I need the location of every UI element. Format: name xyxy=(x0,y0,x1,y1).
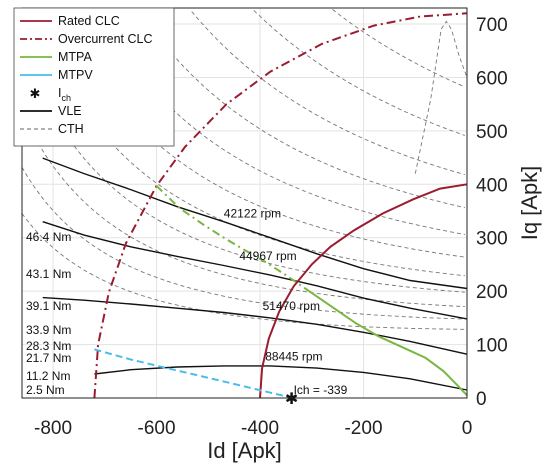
vle-curve xyxy=(42,221,468,320)
legend-box xyxy=(13,7,175,147)
torque-label: 43.1 Nm xyxy=(26,267,71,281)
torque-label: 28.3 Nm xyxy=(26,339,71,353)
cth-curve xyxy=(21,47,465,293)
ich-marker: ✱Ich = -339 xyxy=(285,383,348,408)
y-tick-label: 300 xyxy=(476,229,508,250)
torque-label: 21.7 Nm xyxy=(26,351,71,365)
ich-label: Ich = -339 xyxy=(294,383,348,397)
cth-curve xyxy=(21,111,465,308)
vle-curve xyxy=(42,157,468,290)
plot-frame xyxy=(21,7,468,399)
legend-marker: ✱ xyxy=(30,87,41,102)
series-lines xyxy=(93,12,468,399)
x-tick-label: -800 xyxy=(34,418,72,439)
cth-curve xyxy=(62,12,465,258)
torque-label: 11.2 Nm xyxy=(26,369,70,383)
cth-curve xyxy=(21,167,465,320)
legend-label: MTPA xyxy=(58,50,92,64)
y-tick-label: 700 xyxy=(476,15,508,36)
legend-label: CTH xyxy=(58,122,84,136)
torque-labels: 46.4 Nm 43.1 Nm 39.1 Nm 33.9 Nm 28.3 Nm21.7 … xyxy=(26,230,71,397)
rpm-labels: 42122 rpm 44967 rpm 51470 rpm 88445 rpm xyxy=(224,206,323,363)
cth-curve xyxy=(253,10,466,136)
cth-curve xyxy=(21,213,465,330)
legend-label: VLE xyxy=(58,104,82,118)
rpm-label: 42122 rpm xyxy=(224,206,281,220)
y-tick-label: 500 xyxy=(476,122,508,143)
vle-curve xyxy=(94,365,468,391)
x-tick-label: 0 xyxy=(462,418,473,439)
overcurrent-clc-curve xyxy=(93,12,468,399)
x-tick-labels: -800 -600 -400 -200 0 xyxy=(34,418,472,439)
mtpa-curve xyxy=(155,185,310,293)
y-tick-label: 100 xyxy=(476,336,508,357)
cth-curve xyxy=(137,8,465,209)
legend-label: Overcurrent CLC xyxy=(58,32,152,46)
cth-curve xyxy=(191,11,466,176)
cth-curve xyxy=(332,9,466,88)
legend-subscript: ch xyxy=(61,93,71,103)
torque-label: 2.5 Nm xyxy=(26,383,65,397)
cth-curve xyxy=(414,20,468,174)
torque-label: 33.9 Nm xyxy=(26,323,71,337)
y-axis-title: Iq [Apk] xyxy=(517,166,542,241)
mtpa-curve xyxy=(308,290,468,396)
torque-label: 46.4 Nm xyxy=(26,230,71,244)
y-tick-label: 0 xyxy=(476,389,487,410)
x-tick-label: -200 xyxy=(344,418,382,439)
y-tick-label: 400 xyxy=(476,175,508,196)
x-tick-label: -400 xyxy=(241,418,279,439)
rpm-label: 44967 rpm xyxy=(239,249,296,263)
rated-clc-curve xyxy=(259,183,468,399)
x-axis-title: Id [Apk] xyxy=(207,438,282,463)
y-tick-label: 200 xyxy=(476,282,508,303)
legend-label: MTPV xyxy=(58,68,93,82)
rpm-label: 88445 rpm xyxy=(265,350,322,364)
rpm-label: 51470 rpm xyxy=(263,299,320,313)
y-tick-labels: 0 100 200 300 400 500 600 700 xyxy=(476,15,508,410)
x-tick-label: -600 xyxy=(138,418,176,439)
vle-curves xyxy=(42,157,468,391)
legend-label: Rated CLC xyxy=(58,14,120,28)
y-tick-label: 600 xyxy=(476,68,508,89)
torque-label: 39.1 Nm xyxy=(26,299,71,313)
